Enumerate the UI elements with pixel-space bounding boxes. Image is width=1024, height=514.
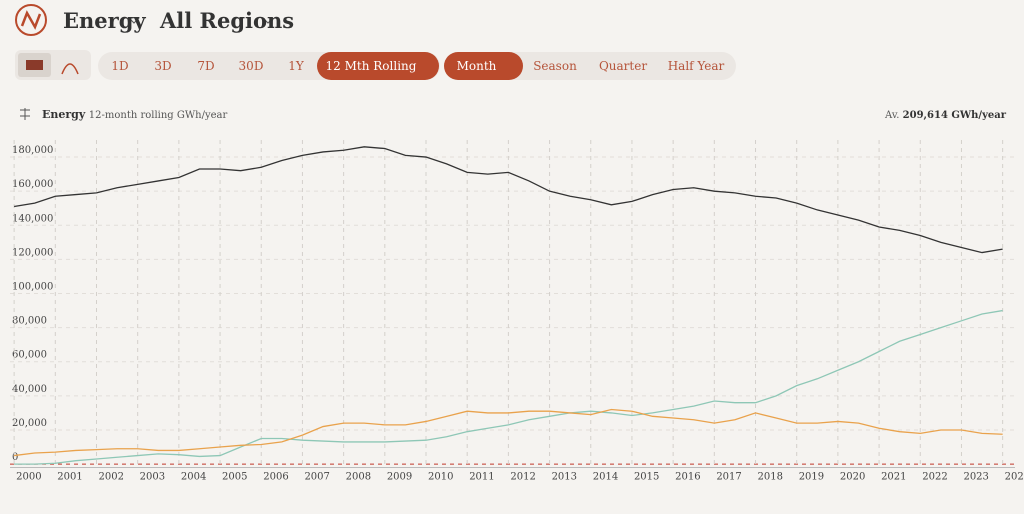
x-tick-label: 2018 <box>758 472 783 483</box>
y-tick-label: 40,000 <box>12 384 47 395</box>
range-button[interactable]: 1Y <box>288 59 304 73</box>
region-select[interactable]: All Regions <box>160 8 295 33</box>
x-tick-label: 2003 <box>140 472 165 483</box>
x-tick-label: 2009 <box>387 472 412 483</box>
x-tick-label: 2020 <box>840 472 865 483</box>
y-tick-label: 20,000 <box>12 418 47 429</box>
x-tick-label: 2024 <box>1005 472 1024 483</box>
y-tick-label: 120,000 <box>12 247 53 258</box>
logo <box>15 4 47 36</box>
average-prefix: Av. <box>885 110 900 121</box>
interval-button[interactable]: Month <box>444 52 523 80</box>
x-tick-label: 2002 <box>98 472 123 483</box>
y-tick-label: 180,000 <box>12 145 53 156</box>
chart-header: Energy 12-month rolling GWh/year <box>42 108 227 121</box>
x-tick-label: 2010 <box>428 472 453 483</box>
y-tick-label: 100,000 <box>12 282 53 293</box>
y-tick-label: 80,000 <box>12 316 47 327</box>
y-tick-label: 160,000 <box>12 179 53 190</box>
range-button[interactable]: 1D <box>111 59 129 73</box>
chevron <box>262 17 274 24</box>
x-tick-label: 2016 <box>675 472 700 483</box>
line-icon[interactable] <box>61 63 79 75</box>
y-tick-label: 0 <box>12 452 18 463</box>
x-tick-label: 2014 <box>593 472 618 483</box>
series-line <box>14 408 1003 457</box>
x-tick-label: 2023 <box>963 472 988 483</box>
interval-button[interactable]: Half Year <box>667 59 725 73</box>
x-tick-label: 2005 <box>222 472 247 483</box>
area-icon <box>26 60 43 70</box>
x-tick-label: 2015 <box>634 472 659 483</box>
x-tick-label: 2013 <box>552 472 577 483</box>
interval-button[interactable]: Season <box>533 59 577 73</box>
x-tick-label: 2022 <box>922 472 947 483</box>
logo-mark <box>20 10 42 30</box>
range-button[interactable]: 30D <box>238 59 264 73</box>
chevron <box>128 17 140 24</box>
x-tick-label: 2007 <box>304 472 329 483</box>
average: Av. 209,614 GWh/year <box>885 110 1006 121</box>
range-button[interactable]: 3D <box>154 59 172 73</box>
x-tick-label: 2019 <box>799 472 824 483</box>
series-line <box>14 146 1003 254</box>
x-tick-label: 2012 <box>510 472 535 483</box>
average-value: 209,614 GWh/year <box>902 110 1006 121</box>
x-tick-label: 2006 <box>263 472 288 483</box>
x-tick-label: 2000 <box>16 472 41 483</box>
chart-title: Energy <box>42 108 86 121</box>
x-tick-label: 2004 <box>181 472 206 483</box>
range-button[interactable]: 7D <box>197 59 215 73</box>
x-tick-label: 2017 <box>716 472 741 483</box>
series-line <box>14 309 1003 465</box>
page-title[interactable]: Energy <box>63 8 146 33</box>
y-tick-label: 60,000 <box>12 350 47 361</box>
x-tick-label: 2008 <box>346 472 371 483</box>
x-tick-label: 2021 <box>881 472 906 483</box>
interval-button[interactable]: Quarter <box>598 59 648 73</box>
range-button[interactable]: 12 Mth Rolling <box>317 52 439 80</box>
chart-subtitle: 12-month rolling GWh/year <box>88 110 228 121</box>
x-tick-label: 2011 <box>469 472 494 483</box>
menu-icon[interactable] <box>20 108 30 120</box>
x-tick-label: 2001 <box>57 472 82 483</box>
y-tick-label: 140,000 <box>12 213 53 224</box>
